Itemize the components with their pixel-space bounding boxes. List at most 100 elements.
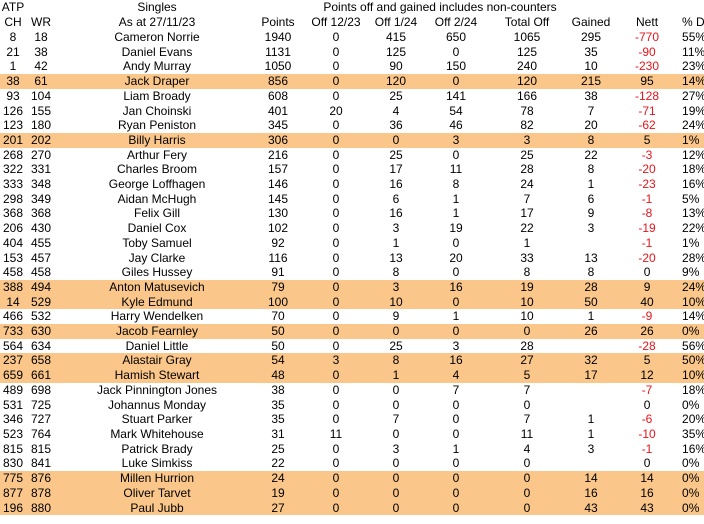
table-cell: 9% (682, 265, 700, 280)
table-cell: 14 (560, 471, 623, 486)
table-cell: 698 (30, 382, 52, 397)
table-cell: 1 (452, 191, 460, 206)
table-cell: 3 (392, 221, 400, 236)
table-cell: 50 (258, 324, 298, 339)
table-cell: 0 (643, 456, 651, 471)
table-cell: 4 (418, 368, 494, 383)
table-cell: 16 (389, 177, 403, 192)
table-cell: 0% (682, 397, 700, 412)
table-cell: 11 (449, 162, 463, 177)
table-cell: 733 (0, 324, 26, 339)
table-cell: 1 (587, 426, 595, 441)
table-cell: 0 (332, 309, 340, 324)
table-cell: -3 (641, 147, 653, 162)
table-cell: 10% (672, 368, 704, 383)
table-cell: Jack Pinnington Jones (96, 382, 218, 397)
table-cell: 25 (389, 338, 403, 353)
table-cell: 877 (0, 485, 26, 501)
table-cell: 5% (682, 191, 700, 206)
table-cell: Alastair Gray (56, 353, 258, 369)
table-cell: 608 (267, 88, 289, 103)
table-cell: 0 (452, 147, 460, 162)
table-cell: 1 (587, 309, 595, 324)
table-cell: 764 (30, 426, 52, 441)
table-cell: 102 (267, 221, 289, 236)
table-cell: 815 (30, 441, 52, 456)
table-cell: 0 (494, 500, 560, 516)
table-cell: 166 (516, 88, 538, 103)
column-header: Off 1/24 (374, 15, 418, 29)
column-header: WR (31, 15, 51, 29)
table-cell: 306 (258, 132, 298, 148)
table-cell: 8 (587, 162, 595, 177)
table-row: 877 878 Oliver Tarvet 19 0 0 0 0 16 16 0% (0, 485, 704, 501)
table-cell: Toby Samuel (122, 235, 192, 250)
table-cell: 1050 (264, 59, 292, 74)
table-cell: 346 (2, 412, 24, 427)
table-cell: 0 (418, 485, 494, 501)
table-cell: George Loffhagen (108, 177, 206, 192)
table-cell: 5 (494, 368, 560, 383)
table-cell: 650 (445, 30, 467, 44)
table-cell: 11 (520, 426, 534, 441)
table-cell: 295 (581, 30, 602, 44)
table-cell: 0 (452, 456, 460, 471)
table-row: 404 455 Toby Samuel 92 0 1 0 1 -1 1% (0, 236, 704, 251)
table-row: 93 104 Liam Broady 608 0 25 141 166 38 -128 27% (0, 89, 704, 104)
table-cell: 19 (449, 221, 463, 236)
table-cell: 0 (298, 279, 374, 295)
table-cell: 0% (672, 500, 704, 516)
table-cell: 0 (298, 294, 374, 310)
table-cell: Oliver Tarvet (56, 485, 258, 501)
table-cell: 95 (622, 74, 673, 89)
table-row: 196 880 Paul Jubb 27 0 0 0 0 43 43 0% (0, 500, 704, 516)
table-cell: 775 (0, 471, 26, 486)
table-cell: 13 (584, 250, 598, 265)
table-cell: 458 (30, 265, 52, 280)
table-cell: Billy Harris (56, 132, 258, 148)
table-cell: 201 (0, 132, 26, 148)
table-cell: 298 (2, 191, 24, 206)
table-cell: -71 (638, 103, 656, 118)
table-cell: 202 (26, 132, 56, 148)
table-cell: Millen Hurrion (56, 471, 258, 486)
table-cell: 10% (672, 294, 704, 310)
table-cell: 24% (682, 118, 704, 133)
table-cell: 0 (298, 324, 374, 339)
table-cell: 22 (584, 147, 598, 162)
table-cell: 157 (267, 162, 289, 177)
table-cell: 38 (271, 382, 285, 397)
table-cell: 0 (392, 382, 400, 397)
table-cell: 215 (560, 74, 623, 89)
table-cell: 90 (389, 59, 403, 74)
table-cell: 16 (560, 485, 623, 501)
table-row: 466 532 Harry Wendelken 70 0 9 1 10 1 -9 14% (0, 309, 704, 324)
table-cell: 430 (30, 221, 52, 236)
table-cell: 0 (418, 500, 494, 516)
table-cell: 830 (2, 456, 24, 471)
table-cell: 0 (452, 235, 460, 250)
table-cell: 1 (587, 412, 595, 427)
table-cell: 43 (622, 500, 673, 516)
table-cell: 100 (258, 294, 298, 310)
table-body: 8 18 Cameron Norrie 1940 0 415 650 1065 295 -770 5… (0, 30, 704, 516)
table-cell: 5 (622, 132, 673, 148)
table-cell: 1131 (265, 44, 291, 59)
table-cell: 0 (332, 88, 340, 103)
table-cell: 16 (389, 206, 403, 221)
table-cell: 16 (418, 353, 494, 369)
table-cell: 0 (494, 471, 560, 486)
table-cell: -128 (635, 88, 660, 103)
table-cell: 0 (374, 485, 418, 501)
table-cell: 8 (560, 132, 623, 148)
table-cell: 0 (332, 456, 340, 471)
table-cell: 25 (271, 441, 285, 456)
table-cell: 333 (2, 177, 24, 192)
table-cell: 130 (267, 206, 289, 221)
table-cell: 22 (271, 456, 285, 471)
table-cell: 14% (672, 74, 704, 89)
table-cell: -90 (638, 44, 656, 59)
table-cell: 0 (332, 206, 340, 221)
table-cell: 14% (682, 309, 704, 324)
table-cell: 3 (374, 279, 418, 295)
